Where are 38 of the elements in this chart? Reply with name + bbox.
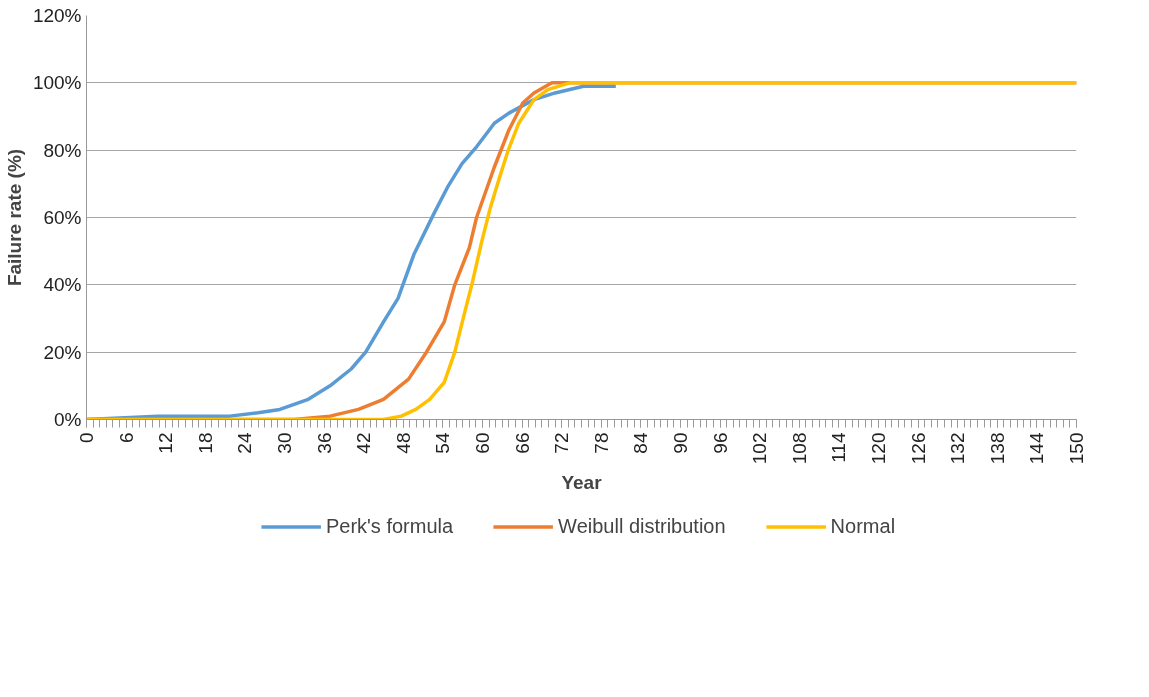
x-tick-label: 48	[392, 432, 414, 454]
x-tick-label: 150	[1066, 432, 1087, 465]
x-tick-label: 78	[590, 432, 612, 454]
x-tick-label: 72	[551, 432, 573, 454]
y-tick-label: 60%	[43, 207, 82, 228]
x-axis-title: Year	[561, 472, 603, 494]
x-tick-label: 18	[194, 432, 216, 454]
x-tick-label: 138	[986, 432, 1008, 465]
y-tick-label: 100%	[32, 72, 82, 94]
x-tick-label: 60	[472, 432, 493, 454]
x-tick-label: 126	[907, 432, 929, 465]
x-tick-label: 42	[353, 432, 375, 454]
legend-label: Perk's formula	[325, 514, 454, 538]
x-tick-label: 96	[709, 432, 731, 454]
x-tick-label: 30	[274, 432, 295, 454]
x-tick-label: 144	[1026, 432, 1048, 465]
legend-label: Weibull distribution	[558, 514, 726, 538]
x-tick-label: 108	[788, 432, 810, 465]
y-tick-label: 0%	[54, 409, 82, 430]
y-tick-label: 40%	[43, 274, 82, 296]
x-tick-label: 12	[155, 432, 177, 454]
x-tick-label: 132	[947, 432, 969, 465]
x-tick-label: 120	[868, 432, 889, 465]
x-tick-label: 0	[76, 432, 97, 444]
legend-label: Normal	[830, 514, 896, 538]
y-axis-title: Failure rate (%)	[3, 148, 25, 287]
x-tick-label: 36	[313, 432, 335, 454]
x-tick-label: 24	[234, 432, 256, 454]
x-tick-label: 54	[432, 432, 454, 454]
x-tick-label: 90	[670, 432, 691, 454]
x-tick-label: 66	[511, 432, 533, 454]
x-tick-label: 102	[749, 432, 771, 465]
x-tick-label: 6	[115, 432, 137, 444]
y-tick-label: 80%	[43, 139, 82, 161]
y-tick-label: 120%	[32, 5, 82, 26]
x-tick-label: 84	[630, 432, 652, 454]
y-tick-label: 20%	[43, 341, 82, 363]
x-tick-label: 114	[828, 432, 850, 463]
